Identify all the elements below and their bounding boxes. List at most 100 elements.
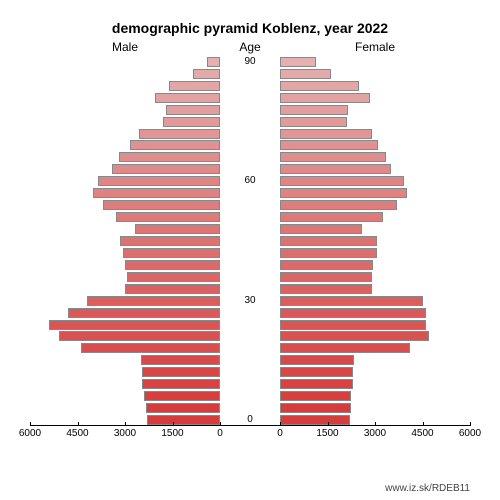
male-cell — [30, 105, 220, 115]
male-bar — [98, 176, 220, 186]
age-row — [30, 235, 470, 247]
female-bar — [280, 248, 377, 258]
male-bar — [81, 343, 220, 353]
male-bar — [147, 415, 220, 425]
female-bar — [280, 200, 397, 210]
male-cell — [30, 224, 220, 234]
male-cell — [30, 176, 220, 186]
female-cell — [280, 391, 470, 401]
female-cell — [280, 284, 470, 294]
female-cell — [280, 355, 470, 365]
age-row: 90 — [30, 56, 470, 68]
male-cell — [30, 296, 220, 306]
male-bar — [103, 200, 220, 210]
female-bar — [280, 272, 372, 282]
age-row — [30, 187, 470, 199]
age-row — [30, 271, 470, 283]
female-cell — [280, 57, 470, 67]
male-cell — [30, 260, 220, 270]
female-cell — [280, 176, 470, 186]
male-cell — [30, 248, 220, 258]
male-bar — [59, 331, 221, 341]
male-bar — [93, 188, 220, 198]
male-bar — [141, 355, 220, 365]
female-bar — [280, 260, 373, 270]
male-cell — [30, 331, 220, 341]
female-cell — [280, 93, 470, 103]
female-cell — [280, 403, 470, 413]
age-row — [30, 378, 470, 390]
x-axis: 01500300045006000 01500300045006000 — [30, 426, 470, 456]
x-tick-male: 3000 — [114, 428, 136, 439]
x-tick-female: 3000 — [364, 428, 386, 439]
x-tick-female: 1500 — [316, 428, 338, 439]
female-bar — [280, 367, 353, 377]
female-bar — [280, 117, 347, 127]
female-bar — [280, 69, 331, 79]
age-tick-label: 90 — [220, 56, 280, 67]
male-cell — [30, 284, 220, 294]
female-bar — [280, 129, 372, 139]
female-cell — [280, 320, 470, 330]
chart-title: demographic pyramid Koblenz, year 2022 — [30, 20, 470, 36]
female-cell — [280, 367, 470, 377]
male-bar — [155, 93, 220, 103]
age-row — [30, 116, 470, 128]
age-tick-label: 30 — [220, 295, 280, 306]
female-bar — [280, 296, 423, 306]
male-bar — [120, 236, 220, 246]
y-axis-left — [220, 56, 221, 426]
female-bar — [280, 176, 404, 186]
age-row — [30, 80, 470, 92]
male-cell — [30, 379, 220, 389]
age-row — [30, 92, 470, 104]
male-bar — [142, 367, 220, 377]
age-row — [30, 199, 470, 211]
female-bar — [280, 57, 316, 67]
female-bar — [280, 343, 410, 353]
female-cell — [280, 224, 470, 234]
female-bar — [280, 105, 348, 115]
male-bar — [193, 69, 220, 79]
female-cell — [280, 236, 470, 246]
male-cell — [30, 343, 220, 353]
age-row — [30, 366, 470, 378]
x-tick-female: 4500 — [411, 428, 433, 439]
female-cell — [280, 296, 470, 306]
x-ticks-female: 01500300045006000 — [280, 426, 470, 456]
age-row — [30, 319, 470, 331]
age-row — [30, 390, 470, 402]
female-cell — [280, 343, 470, 353]
female-bar — [280, 188, 407, 198]
age-tick-label: 60 — [220, 175, 280, 186]
female-bar — [280, 81, 359, 91]
male-cell — [30, 140, 220, 150]
x-tick-male: 6000 — [19, 428, 41, 439]
source-url: www.iz.sk/RDEB11 — [385, 483, 470, 494]
female-bar — [280, 308, 426, 318]
x-tick-male: 1500 — [161, 428, 183, 439]
female-bar — [280, 320, 426, 330]
x-ticks-male: 01500300045006000 — [30, 426, 220, 456]
male-cell — [30, 308, 220, 318]
plot-area: 0306090 — [30, 56, 470, 426]
male-bar — [142, 379, 220, 389]
x-tick-male: 4500 — [66, 428, 88, 439]
age-label: Age — [220, 40, 280, 54]
female-bar — [280, 152, 386, 162]
age-row — [30, 342, 470, 354]
male-cell — [30, 81, 220, 91]
age-row — [30, 223, 470, 235]
male-bar — [116, 212, 221, 222]
male-cell — [30, 200, 220, 210]
age-row — [30, 140, 470, 152]
age-row — [30, 354, 470, 366]
male-bar — [207, 57, 220, 67]
female-bar — [280, 391, 351, 401]
female-bar — [280, 284, 372, 294]
age-row — [30, 331, 470, 343]
male-cell — [30, 212, 220, 222]
male-bar — [125, 284, 220, 294]
female-cell — [280, 129, 470, 139]
male-cell — [30, 320, 220, 330]
